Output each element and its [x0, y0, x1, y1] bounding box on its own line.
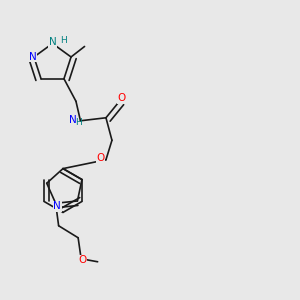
Text: N: N	[49, 37, 56, 47]
Text: H: H	[75, 118, 81, 127]
Text: O: O	[96, 153, 105, 163]
Text: N: N	[53, 201, 61, 211]
Text: O: O	[118, 93, 126, 103]
Text: H: H	[60, 36, 67, 45]
Text: N: N	[28, 52, 36, 62]
Text: N: N	[69, 115, 77, 125]
Text: O: O	[79, 255, 87, 265]
